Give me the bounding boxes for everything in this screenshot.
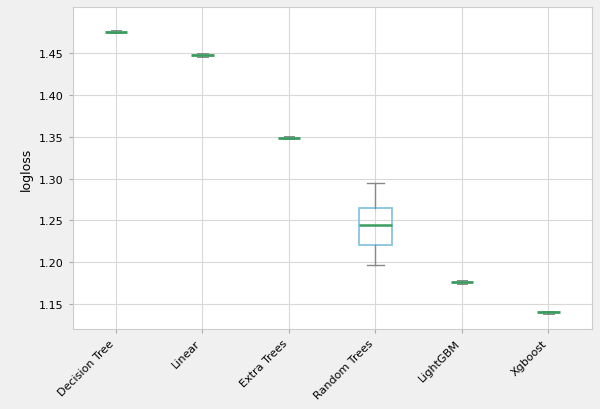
Y-axis label: logloss: logloss — [20, 147, 34, 190]
